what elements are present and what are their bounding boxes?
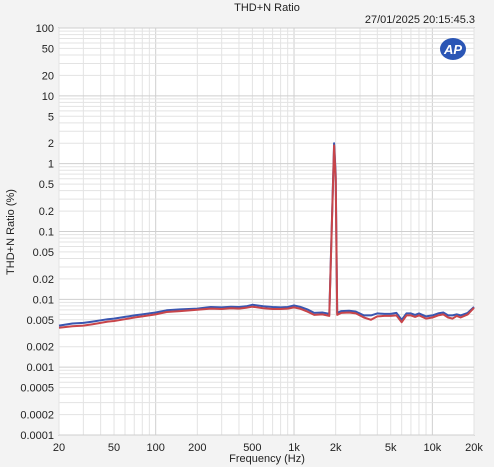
chart-title: THD+N Ratio (234, 2, 300, 14)
y-tick-label: 2 (48, 138, 54, 150)
y-axis-label: THD+N Ratio (%) (5, 189, 17, 275)
y-tick-label: 0.01 (33, 294, 54, 306)
y-tick-label: 50 (42, 43, 54, 55)
x-tick-label: 20k (465, 442, 483, 454)
series-line-1 (58, 142, 475, 327)
series-layer (58, 142, 475, 329)
y-tick-label: 0.005 (26, 315, 54, 327)
ap-logo-text: AP (443, 42, 462, 57)
y-tick-label: 0.0002 (20, 410, 54, 422)
y-tick-label: 100 (36, 23, 54, 35)
series-line-2 (58, 144, 475, 329)
x-tick-label: 100 (147, 442, 165, 454)
y-tick-label: 0.02 (33, 274, 54, 286)
y-tick-label: 1 (48, 159, 54, 171)
y-tick-label: 10 (42, 91, 54, 103)
x-tick-label: 2k (330, 442, 342, 454)
y-tick-label: 5 (48, 111, 54, 123)
y-tick-label: 0.001 (26, 362, 54, 374)
x-tick-labels: 20 50 100 200 500 1k 2k 5k 10k 20k (53, 442, 483, 454)
x-tick-label: 1k (288, 442, 300, 454)
y-tick-label: 0.1 (39, 227, 54, 239)
y-tick-label: 0.0001 (20, 430, 54, 442)
y-tick-label: 0.05 (33, 247, 54, 259)
y-tick-label: 0.5 (39, 179, 54, 191)
x-tick-label: 50 (108, 442, 120, 454)
y-tick-label: 0.002 (26, 342, 54, 354)
x-axis-label: Frequency (Hz) (229, 453, 305, 465)
ap-logo: AP (440, 38, 466, 60)
y-tick-label: 0.2 (39, 206, 54, 218)
x-tick-label: 20 (53, 442, 65, 454)
timestamp-label: 27/01/2025 20:15:45.3 (365, 14, 475, 26)
x-tick-label: 500 (243, 442, 261, 454)
x-tick-label: 5k (385, 442, 397, 454)
x-tick-label: 10k (423, 442, 441, 454)
y-tick-label: 0.0005 (20, 383, 54, 395)
y-tick-label: 20 (42, 70, 54, 82)
y-tick-labels: 100 50 20 10 5 2 1 0.5 0.2 0.1 0.05 0.02 0.01 0.005 0.… (20, 23, 54, 442)
x-tick-label: 200 (188, 442, 206, 454)
